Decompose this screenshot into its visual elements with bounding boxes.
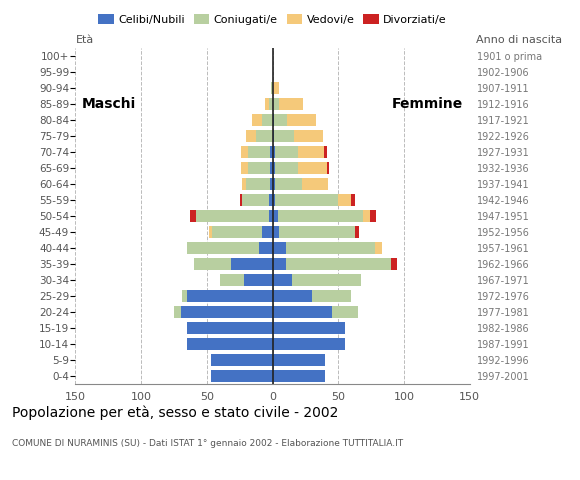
Text: Anno di nascita: Anno di nascita <box>476 35 563 45</box>
Bar <box>273 258 286 270</box>
Bar <box>262 114 273 126</box>
Bar <box>187 337 273 350</box>
Bar <box>190 210 197 222</box>
Bar <box>273 354 325 366</box>
Bar <box>244 274 273 287</box>
Bar <box>279 97 303 110</box>
Bar <box>240 193 242 206</box>
Bar <box>187 289 273 302</box>
Bar <box>230 258 273 270</box>
Bar <box>182 289 187 302</box>
Bar <box>248 145 270 158</box>
Bar <box>273 114 274 126</box>
Bar <box>273 193 275 206</box>
Bar <box>242 178 246 191</box>
Bar <box>211 354 273 366</box>
Bar <box>276 178 302 191</box>
Bar <box>197 210 269 222</box>
Bar <box>187 322 273 335</box>
Text: Femmine: Femmine <box>392 97 463 111</box>
Bar <box>312 289 351 302</box>
Bar <box>211 370 273 383</box>
Bar <box>298 162 327 174</box>
Bar <box>287 114 316 126</box>
Bar <box>259 241 273 254</box>
Bar <box>220 274 244 287</box>
Bar <box>273 145 275 158</box>
Bar <box>351 193 356 206</box>
Bar <box>363 210 370 222</box>
Bar <box>241 145 248 158</box>
Bar <box>278 210 363 222</box>
Bar <box>375 241 382 254</box>
Bar <box>391 258 397 270</box>
Bar <box>256 130 273 143</box>
Bar <box>270 162 273 174</box>
Bar <box>338 193 351 206</box>
Bar <box>174 306 180 318</box>
Bar <box>180 306 273 318</box>
Text: COMUNE DI NURAMINIS (SU) - Dati ISTAT 1° gennaio 2002 - Elaborazione TUTTITALIA.: COMUNE DI NURAMINIS (SU) - Dati ISTAT 1°… <box>12 439 403 448</box>
Bar <box>274 114 287 126</box>
Bar <box>273 322 345 335</box>
Bar <box>273 241 286 254</box>
Bar <box>273 130 274 143</box>
Bar <box>209 226 212 239</box>
Bar <box>273 289 312 302</box>
Legend: Celibi/Nubili, Coniugati/e, Vedovi/e, Divorziati/e: Celibi/Nubili, Coniugati/e, Vedovi/e, Di… <box>94 10 451 29</box>
Bar <box>370 210 376 222</box>
Bar <box>273 97 279 110</box>
Bar <box>273 226 279 239</box>
Bar <box>252 114 262 126</box>
Bar <box>270 178 273 191</box>
Bar <box>187 241 259 254</box>
Bar <box>298 145 324 158</box>
Bar <box>246 130 256 143</box>
Text: Maschi: Maschi <box>82 97 136 111</box>
Bar <box>273 82 279 95</box>
Text: Età: Età <box>75 35 93 45</box>
Bar <box>273 370 325 383</box>
Bar <box>286 241 375 254</box>
Bar <box>293 130 322 143</box>
Bar <box>276 145 298 158</box>
Bar <box>273 306 332 318</box>
Text: Popolazione per età, sesso e stato civile - 2002: Popolazione per età, sesso e stato civil… <box>12 406 338 420</box>
Bar <box>212 226 262 239</box>
Bar <box>242 193 269 206</box>
Bar <box>194 258 230 270</box>
Bar <box>286 258 391 270</box>
Bar <box>273 178 275 191</box>
Bar <box>273 210 278 222</box>
Bar <box>356 226 360 239</box>
Bar <box>276 162 298 174</box>
Bar <box>270 145 273 158</box>
Bar <box>332 306 358 318</box>
Bar <box>248 162 270 174</box>
Bar <box>274 130 293 143</box>
Bar <box>271 82 273 95</box>
Bar <box>273 274 292 287</box>
Bar <box>273 337 345 350</box>
Bar <box>264 97 269 110</box>
Bar <box>279 226 356 239</box>
Bar <box>269 193 273 206</box>
Bar <box>246 178 270 191</box>
Bar <box>269 210 273 222</box>
Bar <box>273 162 275 174</box>
Bar <box>292 274 361 287</box>
Bar <box>302 178 328 191</box>
Bar <box>241 162 248 174</box>
Bar <box>269 97 273 110</box>
Bar <box>327 162 329 174</box>
Bar <box>262 226 273 239</box>
Bar <box>324 145 327 158</box>
Bar <box>276 193 338 206</box>
